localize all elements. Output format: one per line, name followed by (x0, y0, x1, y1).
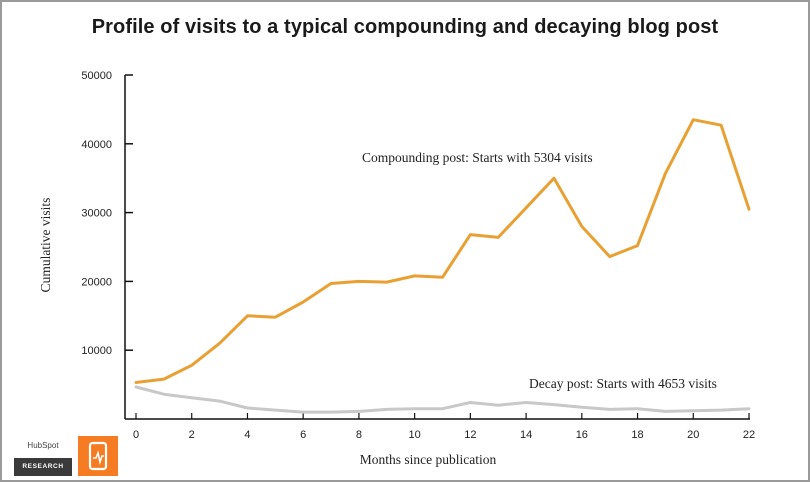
compounding-series-line (134, 118, 751, 384)
x-tick-label: 14 (520, 429, 532, 441)
y-tick-label: 40000 (81, 139, 112, 151)
x-tick-label: 20 (687, 429, 699, 441)
x-tick-label: 6 (300, 429, 306, 441)
hubspot-research-logo: HubSpot RESEARCH (14, 436, 118, 476)
y-tick-label: 10000 (81, 345, 112, 357)
hubspot-brand: HubSpot (27, 441, 59, 450)
compounding-annotation: Compounding post: Starts with 5304 visit… (362, 150, 593, 165)
decay-series-line (134, 385, 751, 414)
x-tick-label: 4 (244, 429, 250, 441)
y-tick-label: 50000 (81, 70, 112, 82)
x-tick-label: 16 (576, 429, 588, 441)
decay-annotation: Decay post: Starts with 4653 visits (529, 376, 717, 391)
y-tick-label: 20000 (81, 276, 112, 288)
research-badge-icon (78, 436, 118, 476)
x-tick-label: 0 (133, 429, 139, 441)
x-tick-label: 10 (409, 429, 421, 441)
x-tick-label: 12 (464, 429, 476, 441)
y-tick-label: 30000 (81, 208, 112, 220)
x-tick-label: 22 (743, 429, 755, 441)
x-tick-label: 18 (631, 429, 643, 441)
x-tick-label: 2 (189, 429, 195, 441)
x-axis-label: Months since publication (360, 452, 497, 467)
chart-title: Profile of visits to a typical compoundi… (91, 16, 719, 38)
research-label: RESEARCH (14, 458, 72, 476)
x-tick-label: 8 (356, 429, 362, 441)
y-axis-label: Cumulative visits (38, 198, 53, 293)
